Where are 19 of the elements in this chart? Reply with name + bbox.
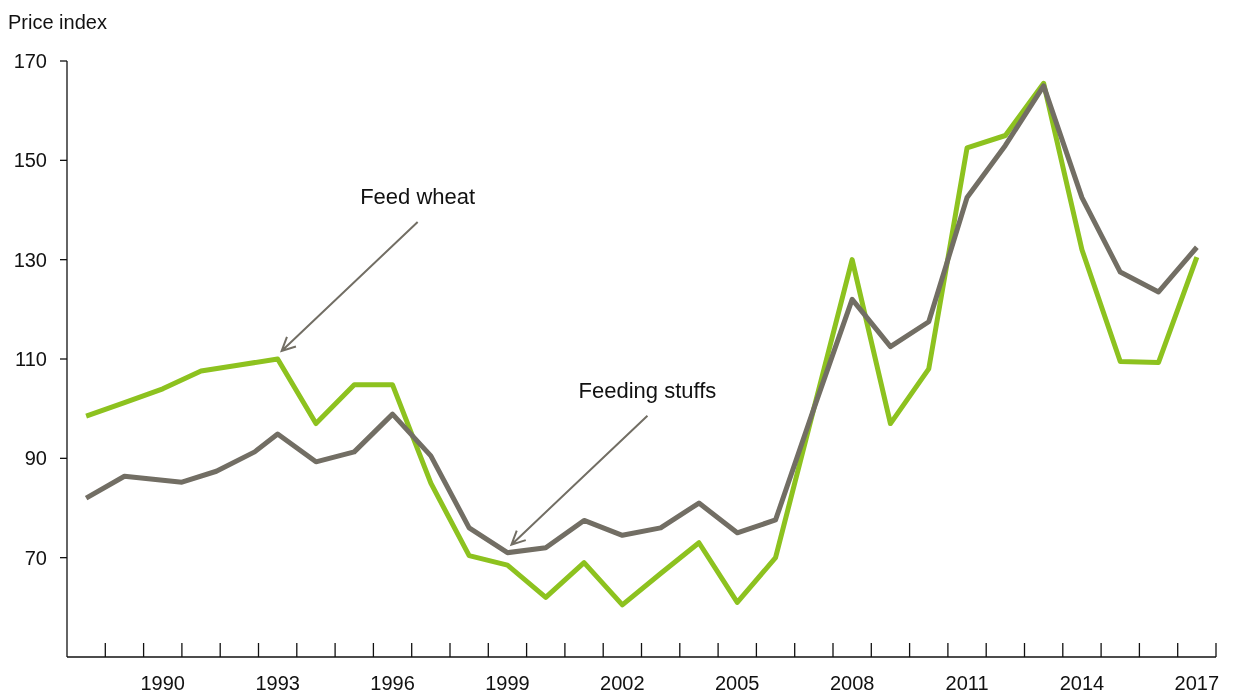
y-tick-label: 70: [24, 546, 47, 569]
x-tick-label: 2011: [945, 672, 989, 693]
x-tick-label: 2002: [600, 672, 645, 693]
x-tick-label: 1993: [255, 672, 300, 693]
x-tick-label: 1999: [485, 672, 530, 693]
y-tick-label: 90: [24, 447, 47, 470]
x-tick-label: 2008: [829, 672, 875, 693]
x-tick-label: 1990: [140, 672, 185, 693]
x-tick-label: 2005: [715, 672, 760, 693]
annotation: Feeding stuffs: [578, 377, 717, 403]
y-tick-label: 150: [13, 149, 47, 172]
x-tick-label: 2014: [1059, 672, 1105, 693]
y-tick-label: 110: [15, 348, 47, 370]
annotation: Feed wheat: [360, 184, 476, 209]
y-axis-title: Price index: [8, 11, 107, 33]
y-tick-label: 130: [13, 248, 47, 271]
x-tick-label: 2017: [1174, 672, 1220, 693]
x-tick-label: 1996: [370, 672, 415, 693]
y-tick-label: 170: [13, 50, 47, 72]
